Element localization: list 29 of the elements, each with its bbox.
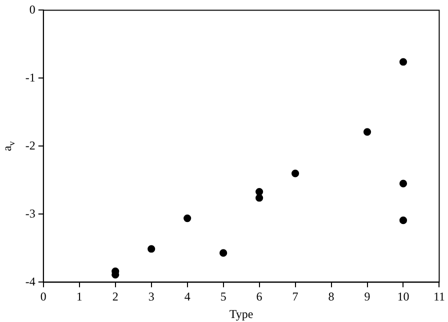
point bbox=[256, 194, 264, 202]
point bbox=[399, 216, 408, 224]
x-tick-label: 11 bbox=[433, 290, 446, 304]
point bbox=[399, 180, 408, 188]
y-tick-label: -4 bbox=[25, 274, 36, 288]
y-tick-label: -3 bbox=[25, 206, 36, 220]
x-axis-title: Type bbox=[229, 306, 254, 321]
y-axis-title: av bbox=[0, 140, 16, 152]
x-tick-label: 7 bbox=[292, 290, 298, 304]
x-tick-label: 5 bbox=[220, 290, 226, 304]
point bbox=[256, 188, 264, 196]
x-tick-label: 3 bbox=[148, 290, 154, 304]
y-tick-label: 0 bbox=[29, 2, 36, 16]
x-tick-label: 0 bbox=[40, 290, 46, 304]
point bbox=[399, 58, 408, 66]
point bbox=[291, 170, 300, 178]
x-tick-label: 2 bbox=[112, 290, 118, 304]
x-tick-label: 4 bbox=[184, 290, 190, 304]
point bbox=[363, 128, 372, 136]
x-tick-label: 6 bbox=[256, 290, 262, 304]
y-tick-label: -1 bbox=[25, 70, 36, 84]
x-tick-label: 1 bbox=[76, 290, 82, 304]
point bbox=[148, 245, 156, 253]
point bbox=[220, 249, 228, 257]
y-tick-label: -2 bbox=[25, 138, 36, 152]
x-tick-label: 8 bbox=[328, 290, 334, 304]
x-tick-label: 10 bbox=[397, 290, 410, 304]
point bbox=[184, 214, 192, 222]
x-tick-label: 9 bbox=[364, 290, 370, 304]
